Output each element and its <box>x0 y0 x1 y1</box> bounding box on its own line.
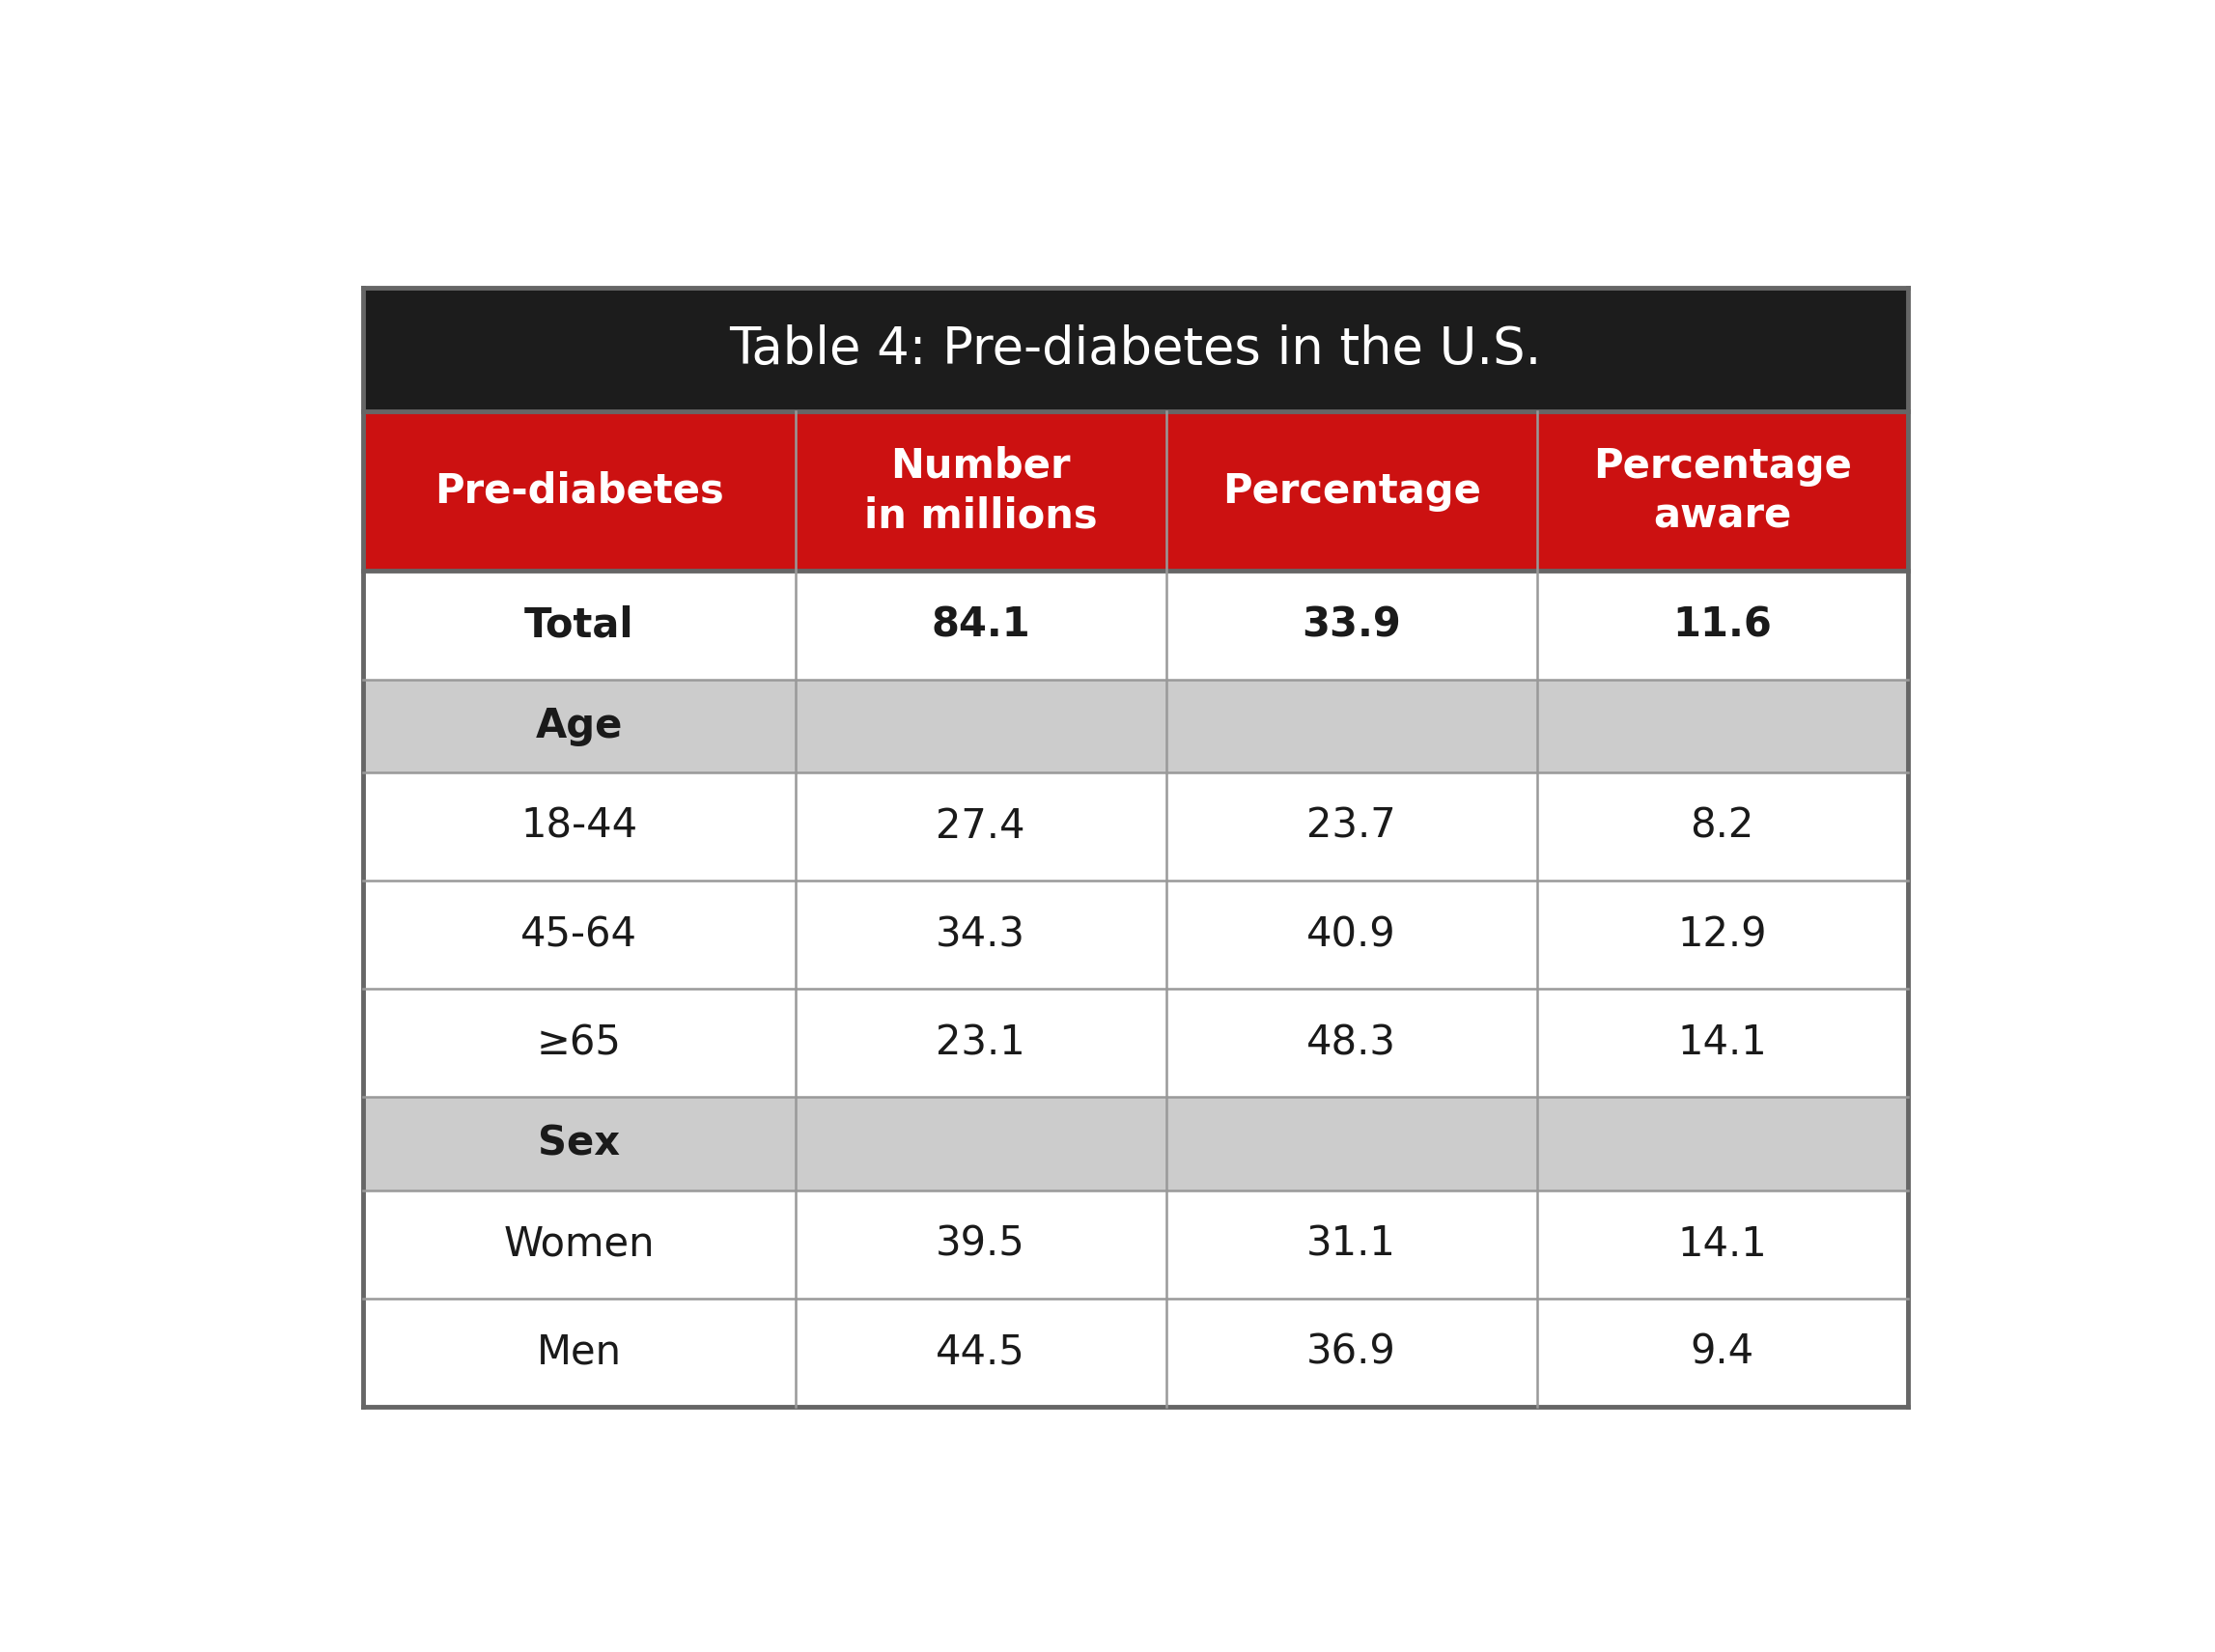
Bar <box>1165 411 1537 572</box>
Text: 33.9: 33.9 <box>1302 605 1402 646</box>
Text: 84.1: 84.1 <box>930 605 1030 646</box>
Text: 40.9: 40.9 <box>1307 915 1395 955</box>
Bar <box>1165 990 1537 1097</box>
Text: Women: Women <box>503 1224 656 1264</box>
Bar <box>363 572 795 679</box>
Bar <box>795 679 1165 771</box>
Text: Percentage
aware: Percentage aware <box>1593 446 1852 537</box>
Bar <box>795 1298 1165 1406</box>
Text: 14.1: 14.1 <box>1677 1023 1768 1064</box>
Bar <box>1165 572 1537 679</box>
Bar <box>363 411 795 572</box>
Bar <box>1537 679 1907 771</box>
Text: Table 4: Pre-diabetes in the U.S.: Table 4: Pre-diabetes in the U.S. <box>729 324 1542 375</box>
Bar <box>363 1189 795 1298</box>
Bar <box>363 990 795 1097</box>
Bar <box>1537 990 1907 1097</box>
Text: 18-44: 18-44 <box>521 806 638 846</box>
Text: Total: Total <box>525 605 633 646</box>
Text: Percentage: Percentage <box>1223 471 1482 512</box>
Text: 45-64: 45-64 <box>521 915 638 955</box>
Bar <box>363 679 795 771</box>
Bar <box>795 1189 1165 1298</box>
Text: Sex: Sex <box>538 1123 620 1165</box>
Bar <box>1165 1298 1537 1406</box>
Text: 8.2: 8.2 <box>1690 806 1754 846</box>
Bar <box>1537 1097 1907 1189</box>
Text: Men: Men <box>536 1332 622 1373</box>
Text: Age: Age <box>536 705 622 747</box>
Bar <box>363 771 795 881</box>
Text: Pre-diabetes: Pre-diabetes <box>434 471 724 512</box>
Bar <box>363 287 1907 411</box>
Text: 23.1: 23.1 <box>937 1023 1026 1064</box>
Text: 36.9: 36.9 <box>1307 1332 1395 1373</box>
Bar <box>795 411 1165 572</box>
Bar <box>1165 1189 1537 1298</box>
Bar <box>795 572 1165 679</box>
Text: 34.3: 34.3 <box>935 915 1026 955</box>
Text: 48.3: 48.3 <box>1307 1023 1395 1064</box>
Text: 14.1: 14.1 <box>1677 1224 1768 1264</box>
Bar <box>1537 771 1907 881</box>
Bar <box>1537 881 1907 990</box>
Bar <box>795 771 1165 881</box>
Text: 39.5: 39.5 <box>937 1224 1026 1264</box>
Text: 12.9: 12.9 <box>1677 915 1768 955</box>
Bar <box>1537 411 1907 572</box>
Bar <box>1165 1097 1537 1189</box>
Bar <box>795 990 1165 1097</box>
Text: 27.4: 27.4 <box>937 806 1026 846</box>
Text: 44.5: 44.5 <box>937 1332 1026 1373</box>
Bar <box>1537 1189 1907 1298</box>
Text: ≥65: ≥65 <box>536 1023 622 1064</box>
Bar <box>1537 1298 1907 1406</box>
Text: 11.6: 11.6 <box>1672 605 1772 646</box>
Text: 23.7: 23.7 <box>1307 806 1395 846</box>
Text: Number
in millions: Number in millions <box>864 446 1096 537</box>
Bar <box>795 1097 1165 1189</box>
Bar <box>363 1298 795 1406</box>
Text: 9.4: 9.4 <box>1690 1332 1754 1373</box>
Bar <box>363 1097 795 1189</box>
Bar <box>795 881 1165 990</box>
Bar <box>363 881 795 990</box>
Text: 31.1: 31.1 <box>1307 1224 1395 1264</box>
Bar <box>1537 572 1907 679</box>
Bar <box>1165 771 1537 881</box>
Bar <box>1165 881 1537 990</box>
Bar <box>1165 679 1537 771</box>
